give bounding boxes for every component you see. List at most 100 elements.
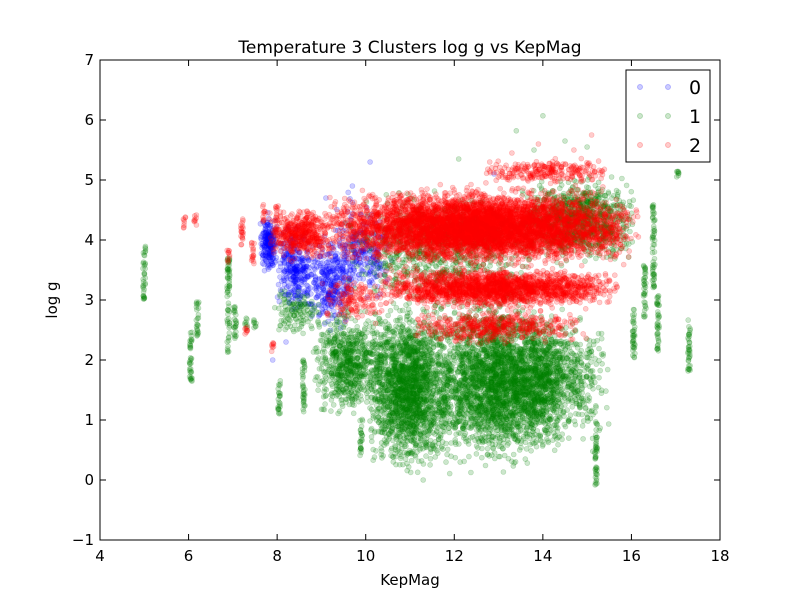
data-point-series-1 bbox=[391, 390, 398, 397]
data-point-series-1 bbox=[343, 374, 350, 380]
data-point-series-1 bbox=[424, 432, 431, 439]
data-point-series-1 bbox=[363, 354, 370, 361]
data-point-series-1 bbox=[388, 412, 394, 418]
data-point-series-1 bbox=[402, 394, 409, 401]
data-point-series-1 bbox=[378, 390, 384, 397]
data-point-series-1 bbox=[387, 417, 394, 423]
data-point-series-1 bbox=[551, 447, 558, 454]
data-point-series-1 bbox=[418, 458, 425, 464]
data-point-series-1 bbox=[414, 346, 421, 353]
data-point-series-1 bbox=[386, 395, 393, 401]
data-point-series-0 bbox=[299, 266, 306, 273]
data-point-series-1 bbox=[397, 428, 404, 435]
data-point-series-1 bbox=[420, 477, 427, 483]
data-point-series-1 bbox=[365, 318, 371, 324]
data-point-series-0 bbox=[269, 357, 276, 363]
data-point-series-1 bbox=[413, 359, 419, 366]
data-point-series-1 bbox=[338, 397, 345, 404]
data-point-series-1 bbox=[429, 340, 436, 347]
data-point-series-1 bbox=[312, 345, 319, 352]
data-point-series-1 bbox=[354, 386, 360, 393]
data-point-series-1 bbox=[339, 383, 345, 390]
data-point-series-1 bbox=[414, 391, 421, 397]
data-point-series-1 bbox=[407, 368, 413, 375]
data-point-series-1 bbox=[427, 455, 434, 462]
data-point-series-1 bbox=[364, 329, 371, 336]
data-point-series-1 bbox=[427, 356, 433, 362]
data-point-series-1 bbox=[392, 453, 399, 460]
data-point-series-1 bbox=[403, 302, 409, 308]
data-point-series-1 bbox=[351, 402, 357, 409]
data-point-series-1 bbox=[393, 353, 400, 360]
data-point-series-1 bbox=[351, 348, 358, 355]
data-point-series-1 bbox=[354, 323, 361, 330]
data-point-series-1 bbox=[333, 327, 340, 334]
data-point-series-1 bbox=[375, 428, 382, 435]
data-point-series-1 bbox=[409, 318, 416, 324]
data-point-series-1 bbox=[339, 376, 346, 383]
data-point-series-1 bbox=[422, 415, 429, 422]
data-point-series-1 bbox=[355, 362, 362, 369]
data-point-series-1 bbox=[316, 365, 323, 372]
data-point-series-1 bbox=[426, 388, 433, 395]
data-point-series-1 bbox=[384, 404, 390, 411]
data-point-series-1 bbox=[382, 355, 388, 361]
data-point-series-1 bbox=[351, 382, 357, 388]
data-point-series-1 bbox=[416, 442, 423, 449]
data-point-series-1 bbox=[346, 386, 352, 393]
data-point-series-1 bbox=[327, 330, 333, 336]
data-point-series-1 bbox=[320, 331, 326, 338]
data-point-series-1 bbox=[327, 335, 334, 342]
data-point-series-1 bbox=[407, 408, 413, 415]
data-point-series-1 bbox=[377, 318, 384, 325]
data-point-series-1 bbox=[395, 324, 402, 331]
data-point-series-1 bbox=[336, 408, 343, 415]
chart-title: Temperature 3 Clusters log g vs KepMag bbox=[237, 38, 581, 58]
data-point-series-1 bbox=[425, 376, 431, 383]
data-point-series-0 bbox=[314, 259, 321, 266]
data-point-series-1 bbox=[422, 363, 429, 370]
data-point-series-1 bbox=[325, 368, 332, 375]
data-point-series-1 bbox=[434, 428, 440, 435]
data-point-series-1 bbox=[370, 446, 377, 453]
data-point-series-1 bbox=[332, 321, 338, 328]
data-point-series-1 bbox=[422, 340, 429, 347]
data-point-series-1 bbox=[321, 388, 328, 395]
data-point-series-1 bbox=[418, 396, 424, 402]
data-point-series-0 bbox=[345, 189, 352, 196]
data-point-series-1 bbox=[415, 382, 422, 388]
data-point-series-1 bbox=[313, 374, 320, 380]
data-point-series-1 bbox=[388, 400, 394, 406]
data-point-series-1 bbox=[368, 350, 375, 357]
data-point-series-1 bbox=[420, 375, 426, 381]
data-point-series-1 bbox=[392, 432, 398, 438]
data-point-series-1 bbox=[363, 399, 370, 405]
data-point-series-1 bbox=[322, 393, 329, 400]
data-point-series-0 bbox=[335, 258, 342, 264]
data-point-series-1 bbox=[318, 360, 324, 367]
data-point-series-1 bbox=[399, 307, 406, 314]
data-point-series-0 bbox=[268, 258, 274, 265]
data-point-series-1 bbox=[364, 360, 370, 367]
data-point-series-0 bbox=[349, 183, 356, 189]
data-point-series-1 bbox=[438, 445, 445, 451]
data-point-series-1 bbox=[417, 414, 423, 421]
data-point-series-1 bbox=[443, 459, 449, 465]
data-point-series-1 bbox=[415, 338, 421, 345]
data-point-series-1 bbox=[395, 423, 402, 430]
data-point-series-1 bbox=[396, 461, 403, 468]
data-point-series-1 bbox=[334, 386, 340, 392]
data-point-series-1 bbox=[387, 307, 394, 314]
data-point-series-0 bbox=[319, 260, 326, 266]
data-point-series-1 bbox=[408, 457, 415, 464]
data-point-series-1 bbox=[404, 467, 411, 474]
data-point-series-1 bbox=[432, 420, 438, 427]
data-point-series-1 bbox=[473, 451, 480, 457]
data-point-series-1 bbox=[428, 446, 434, 453]
data-point-series-0 bbox=[283, 339, 289, 345]
data-point-series-0 bbox=[258, 241, 265, 247]
data-point-series-1 bbox=[330, 361, 337, 368]
data-point-series-1 bbox=[394, 414, 400, 420]
data-point-series-1 bbox=[531, 309, 537, 315]
data-point-series-1 bbox=[390, 437, 396, 444]
